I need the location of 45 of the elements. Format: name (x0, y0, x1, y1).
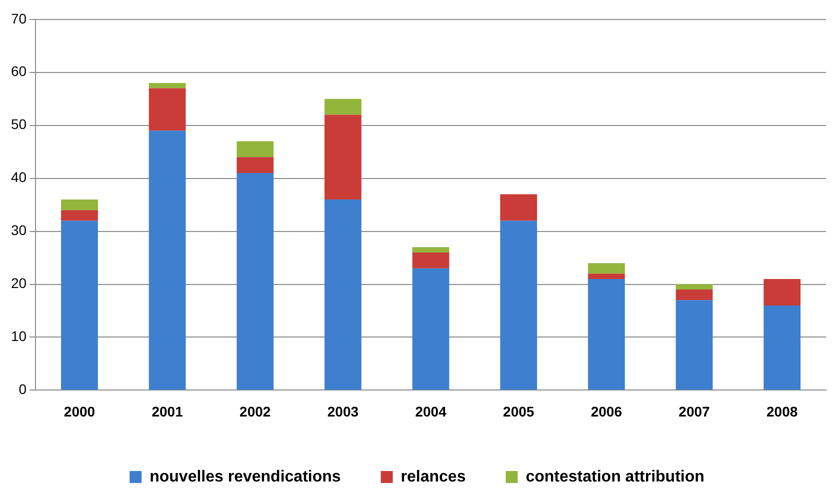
bar (324, 200, 362, 390)
y-tick-label: 10 (10, 328, 27, 344)
bar (324, 98, 362, 115)
y-tick-label: 60 (10, 63, 27, 80)
y-tick-label: 0 (18, 381, 27, 398)
bar (61, 200, 98, 210)
bar (764, 305, 801, 390)
bar (676, 290, 713, 300)
x-tick-label: 2004 (415, 403, 447, 420)
x-tick-label: 2001 (152, 403, 184, 420)
bar (412, 247, 450, 252)
bar (148, 82, 186, 88)
y-tick-label: 40 (10, 169, 27, 186)
x-tick-label: 2008 (766, 403, 798, 420)
bar (324, 114, 362, 200)
x-tick-label: 2007 (678, 403, 710, 420)
y-tick-label: 30 (10, 222, 27, 238)
bar (588, 278, 625, 390)
bar (764, 278, 801, 306)
bar (236, 157, 274, 174)
bar (412, 268, 450, 390)
x-tick-label: 2006 (590, 403, 622, 420)
legend-label: nouvelles revendications (150, 468, 341, 486)
bar (676, 300, 713, 390)
x-tick-label: 2000 (64, 403, 96, 420)
bar (412, 252, 450, 268)
x-tick-label: 2005 (503, 403, 534, 420)
bar (148, 130, 186, 390)
y-tick-label: 20 (10, 275, 27, 292)
bar (236, 141, 274, 158)
x-tick-label: 2002 (240, 403, 271, 420)
bar (676, 284, 713, 290)
bar (500, 194, 538, 221)
bar (588, 274, 625, 279)
bar (500, 220, 538, 390)
bar (588, 263, 625, 274)
y-tick-label: 70 (10, 10, 27, 26)
legend-label: relances (400, 468, 466, 486)
bar (61, 220, 98, 390)
bar (236, 173, 274, 390)
x-tick-label: 2003 (327, 403, 359, 420)
legend-label: contestation attribution (526, 468, 704, 486)
bar (61, 210, 98, 221)
y-tick-label: 50 (10, 116, 27, 132)
bar (148, 88, 186, 131)
